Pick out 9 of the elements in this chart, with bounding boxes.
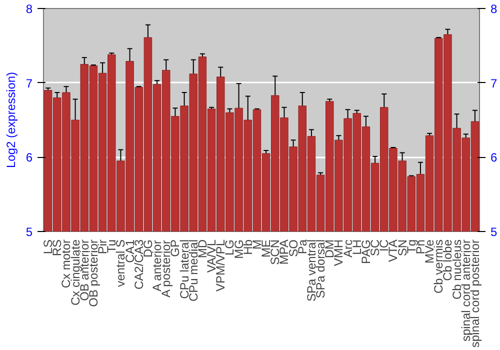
y-tick-label: 6 — [26, 150, 33, 165]
y-axis-title: Log2 (expression) — [4, 72, 18, 168]
y-tick-label: 8 — [26, 2, 33, 16]
y-tick-label: 7 — [26, 76, 33, 90]
y2-tick-label: 6 — [490, 150, 498, 165]
y2-tick-label: 5 — [490, 225, 498, 239]
y2-tick-label: 8 — [490, 2, 498, 16]
y2-tick-label: 7 — [490, 76, 498, 90]
y-tick-label: 5 — [26, 225, 33, 239]
